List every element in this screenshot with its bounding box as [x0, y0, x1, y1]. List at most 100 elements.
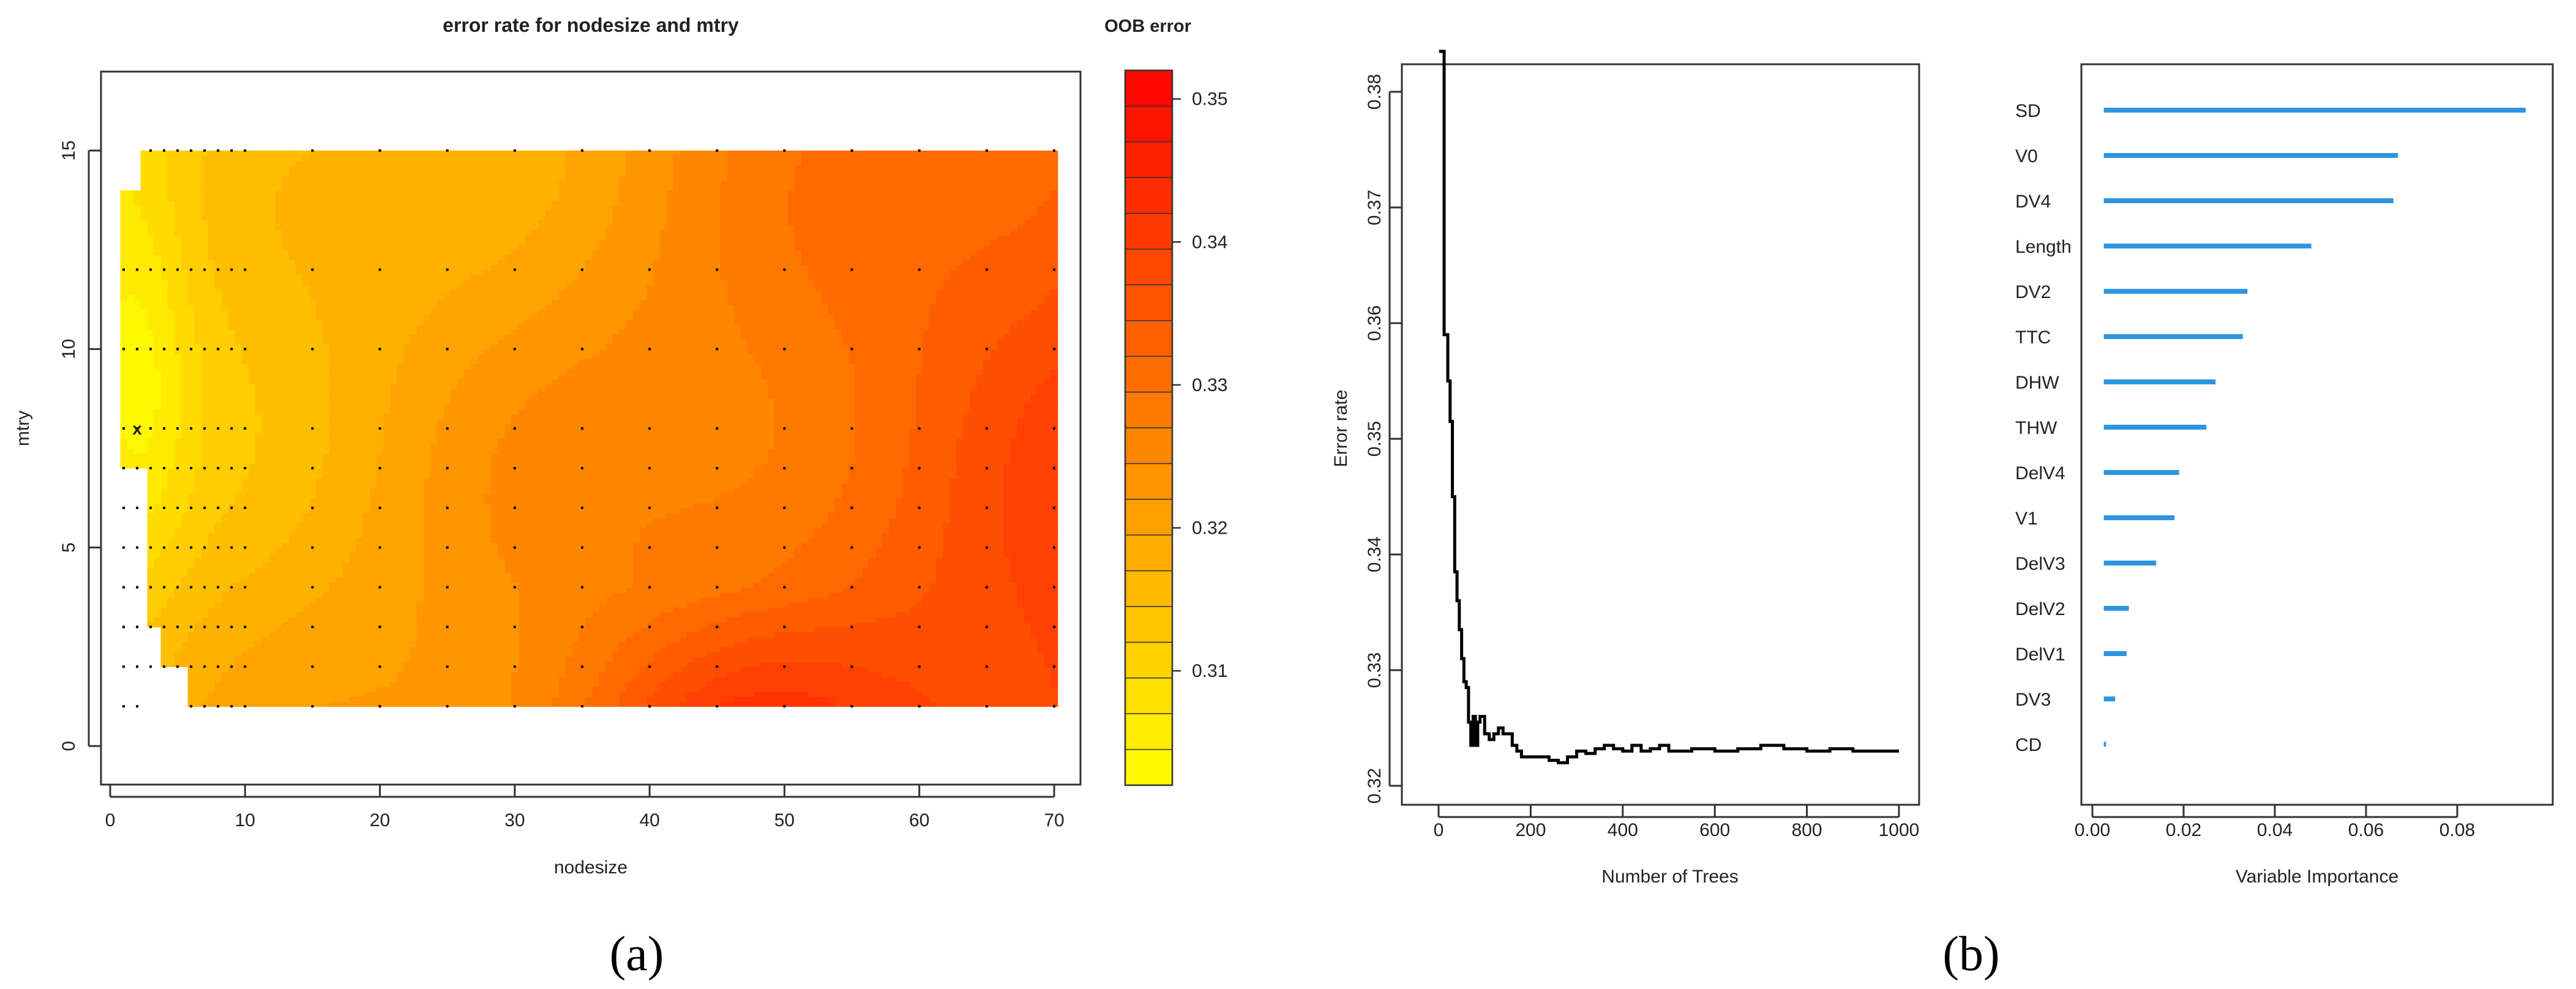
heatmap-cell — [228, 602, 236, 608]
heatmap-cell — [309, 403, 316, 409]
heatmap-cell — [329, 627, 337, 633]
heatmap-cell — [133, 418, 141, 424]
heatmap-cell — [255, 641, 263, 648]
heatmap-cell — [208, 686, 215, 692]
heatmap-cell — [342, 294, 350, 300]
heatmap-cell — [403, 349, 411, 355]
heatmap-cell — [322, 641, 330, 648]
heatmap-cell — [397, 220, 404, 226]
heatmap-cell — [208, 274, 215, 280]
heatmap-cell — [370, 641, 377, 648]
heatmap-cell — [390, 190, 397, 196]
heatmap-cell — [309, 274, 316, 280]
heatmap-cell — [335, 622, 343, 628]
heatmap-cell — [154, 453, 162, 459]
heatmap-cell — [187, 597, 195, 603]
heatmap-cell — [248, 463, 256, 469]
heatmap-cell — [261, 264, 269, 271]
heatmap-cell — [410, 245, 417, 250]
heatmap-cell — [370, 403, 377, 409]
heatmap-cell — [342, 408, 350, 414]
heatmap-cell — [410, 493, 417, 499]
heatmap-cell — [322, 398, 330, 405]
heatmap-cell — [383, 453, 391, 459]
heatmap-cell — [201, 666, 209, 673]
heatmap-cell — [363, 373, 370, 379]
heatmap-cell — [154, 294, 162, 300]
heatmap-cell — [309, 334, 316, 340]
heatmap-cell — [154, 299, 162, 305]
heatmap-cell — [356, 389, 364, 395]
heatmap-cell — [370, 418, 377, 424]
heatmap-cell — [201, 299, 209, 305]
heatmap-cell — [424, 364, 431, 370]
heatmap-cell — [397, 696, 404, 702]
heatmap-cell — [329, 180, 337, 186]
heatmap-cell — [187, 562, 195, 568]
heatmap-cell — [350, 239, 357, 245]
heatmap-cell — [181, 582, 189, 588]
heatmap-cell — [154, 488, 162, 494]
heatmap-cell — [403, 389, 411, 395]
heatmap-cell — [383, 448, 391, 454]
heatmap-cell — [174, 269, 182, 275]
heatmap-cell — [282, 160, 290, 166]
heatmap-cell — [315, 542, 323, 548]
heatmap-cell — [187, 329, 195, 335]
heatmap-cell — [390, 547, 397, 553]
heatmap-cell — [214, 289, 222, 295]
heatmap-cell — [376, 220, 384, 226]
heatmap-cell — [403, 488, 411, 494]
heatmap-cell — [342, 339, 350, 345]
heatmap-cell — [214, 160, 222, 166]
heatmap-cell — [383, 657, 391, 662]
heatmap-cell — [282, 259, 290, 266]
heatmap-cell — [181, 205, 189, 211]
heatmap-cell — [417, 403, 424, 409]
heatmap-cell — [397, 676, 404, 682]
heatmap-cell — [160, 488, 168, 494]
heatmap-cell — [390, 488, 397, 494]
heatmap-cell — [201, 319, 209, 325]
heatmap-cell — [363, 552, 370, 558]
heatmap-cell — [410, 368, 417, 375]
heatmap-cell — [181, 597, 189, 603]
heatmap-cell — [350, 155, 357, 162]
heatmap-cell — [181, 587, 189, 593]
heatmap-cell — [403, 597, 411, 603]
heatmap-cell — [363, 498, 370, 504]
heatmap-cell — [417, 151, 424, 156]
heatmap-cell — [194, 701, 202, 707]
heatmap-cell — [127, 378, 135, 384]
heatmap-cell — [397, 180, 404, 186]
heatmap-cell — [255, 423, 263, 429]
heatmap-cell — [356, 686, 364, 692]
heatmap-cell — [430, 557, 438, 563]
heatmap-cell — [133, 423, 141, 429]
heatmap-cell — [350, 537, 357, 543]
heatmap-cell — [322, 373, 330, 379]
heatmap-cell — [390, 671, 397, 677]
heatmap-cell — [194, 666, 202, 673]
heatmap-cell — [160, 617, 168, 623]
heatmap-cell — [154, 542, 162, 548]
heatmap-cell — [167, 567, 175, 573]
heatmap-cell — [383, 641, 391, 648]
heatmap-cell — [356, 165, 364, 171]
heatmap-cell — [167, 349, 175, 355]
heatmap-cell — [167, 443, 175, 449]
heatmap-cell — [383, 636, 391, 643]
heatmap-cell — [187, 215, 195, 221]
heatmap-cell — [356, 364, 364, 370]
heatmap-cell — [350, 587, 357, 593]
heatmap-cell — [214, 279, 222, 285]
heatmap-cell — [397, 523, 404, 529]
heatmap-cell — [363, 255, 370, 261]
heatmap-cell — [147, 478, 155, 484]
heatmap-cell — [127, 339, 135, 345]
heatmap-cell — [167, 547, 175, 553]
heatmap-cell — [241, 239, 249, 245]
heatmap-cell — [315, 185, 323, 191]
heatmap-cell — [255, 592, 263, 598]
